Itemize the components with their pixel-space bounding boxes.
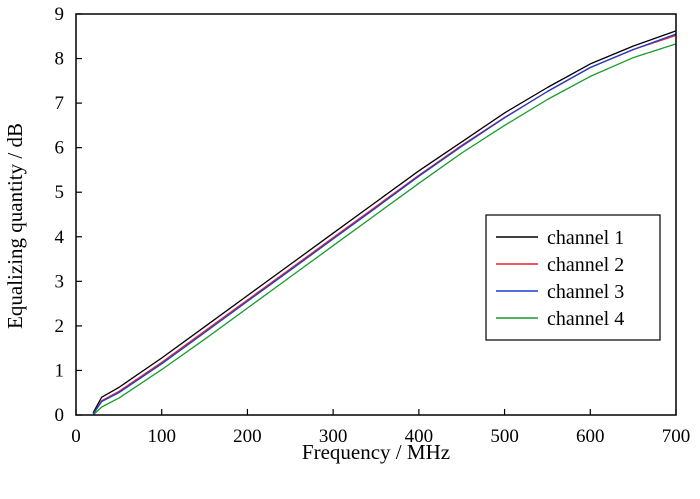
legend: channel 1 channel 2 channel 3 channel 4: [485, 214, 661, 341]
y-tick-label: 7: [55, 93, 65, 114]
series-line-4: [92, 43, 677, 416]
y-tick-label: 8: [55, 49, 65, 70]
x-tick-label: 700: [662, 426, 691, 447]
series-line-1: [92, 30, 677, 414]
x-tick-label: 400: [405, 426, 434, 447]
y-tick-label: 0: [55, 405, 65, 426]
legend-label-3: channel 3: [547, 281, 624, 303]
legend-label-2: channel 2: [547, 254, 624, 276]
series-line-3: [92, 33, 677, 415]
x-axis-title: Frequency / MHz: [302, 440, 450, 464]
y-tick-label: 3: [55, 271, 65, 292]
y-tick-label: 1: [55, 360, 65, 381]
plot-area: [92, 30, 677, 416]
x-tick-label: 300: [319, 426, 348, 447]
y-tick-label: 2: [55, 316, 65, 337]
x-tick-label: 600: [576, 426, 605, 447]
y-tick-label: 5: [55, 182, 65, 203]
legend-label-4: channel 4: [547, 308, 624, 330]
x-tick-label: 500: [490, 426, 519, 447]
axes: 0 100 200 300 400 500 600 700 0 1 2 3 4 5 6 7 8 9: [55, 4, 691, 447]
y-axis-title: Equalizing quantity / dB: [3, 123, 27, 329]
y-tick-label: 9: [55, 4, 65, 25]
legend-box: [485, 214, 661, 341]
x-tick-label: 200: [233, 426, 262, 447]
x-tick-label: 0: [71, 426, 81, 447]
plot-frame: [75, 13, 677, 416]
legend-label-1: channel 1: [547, 227, 624, 249]
y-tick-label: 6: [55, 138, 65, 159]
x-tick-label: 100: [147, 426, 176, 447]
y-tick-label: 4: [55, 227, 65, 248]
